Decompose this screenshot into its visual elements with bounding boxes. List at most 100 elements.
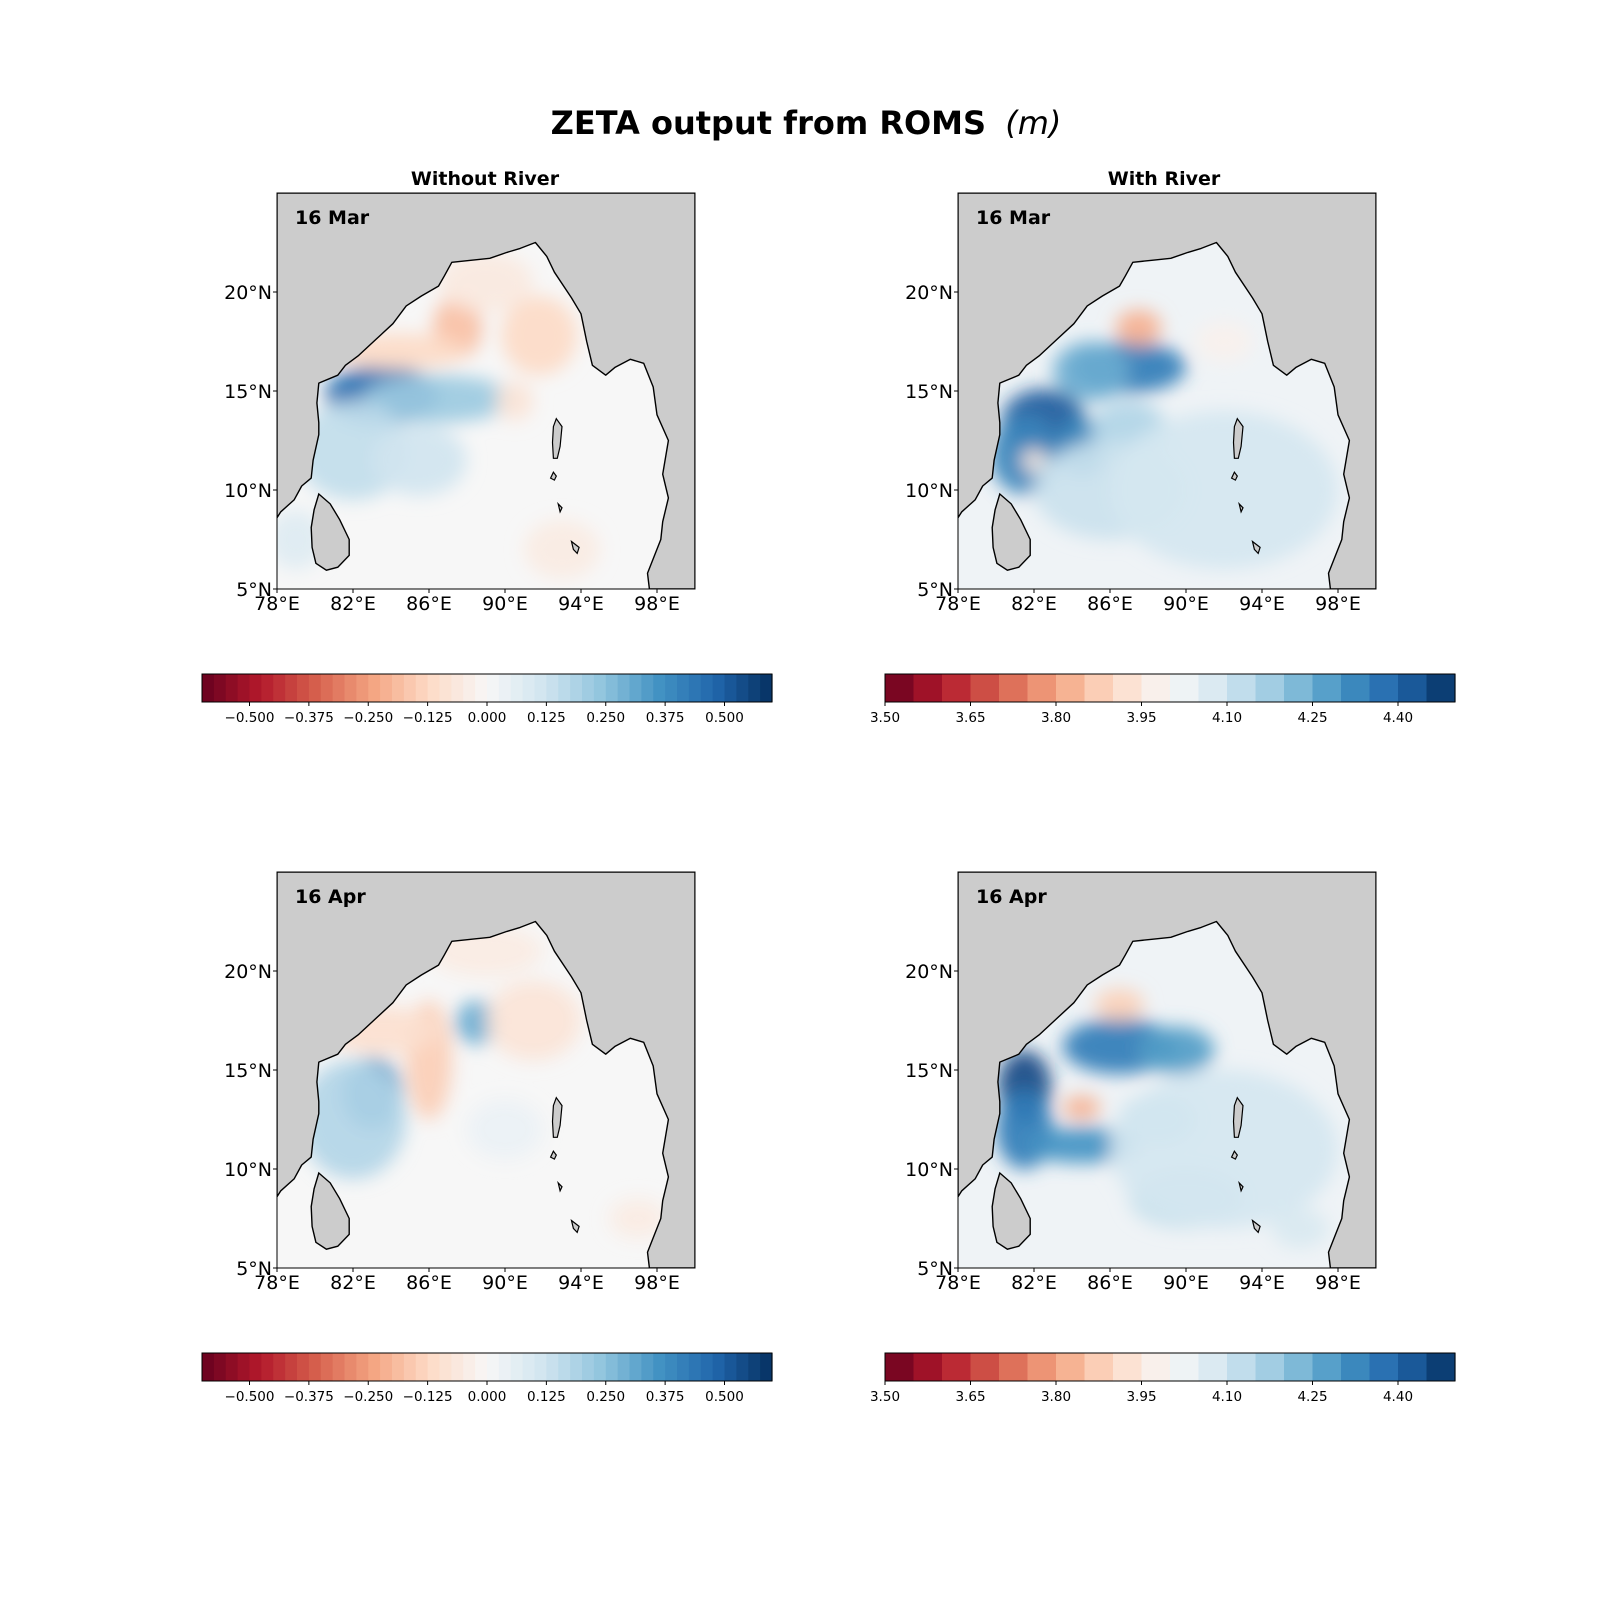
land-island [570,1218,580,1234]
colorbar-tick-label: 3.95 [1126,1389,1156,1405]
field-feature [1110,1070,1338,1229]
land-island [1251,539,1261,555]
colorbar-level [1284,1353,1314,1381]
colorbar-tick-label: 0.000 [468,710,507,726]
colorbar-frame [884,673,1456,703]
colorbar-tick-label: 4.25 [1297,1389,1327,1405]
y-tick-label: 15°N [905,381,953,403]
x-tick-label: 86°E [406,593,452,615]
y-tick-label: 15°N [224,381,272,403]
field-feature [1062,1095,1101,1120]
colorbar-tick-label: −0.375 [284,1389,334,1405]
x-tick-label: 98°E [634,1272,680,1294]
field-feature [1115,309,1162,346]
y-tick-label: 5°N [236,579,272,601]
x-tick-label: 86°E [1087,593,1133,615]
colorbar-level [1141,674,1171,702]
colorbar-level [1198,1353,1228,1381]
colorbar-level [582,674,595,702]
x-tick-label: 78°E [254,593,300,615]
land-island [557,1180,563,1193]
colorbar-level [1227,674,1257,702]
colorbar-level [1255,1353,1285,1381]
colorbar-level [1027,674,1057,702]
colorbar-level [202,674,215,702]
colorbar-level [1398,1353,1428,1381]
colorbar-level [665,674,678,702]
y-tick-label: 5°N [236,1258,272,1280]
colorbar-tick-label: −0.250 [343,710,393,726]
colorbar-level [368,674,381,702]
colorbar-level [1056,674,1086,702]
colorbar-level [748,1353,761,1381]
colorbar-level [1341,674,1371,702]
colorbar-level [308,1353,322,1381]
date-label: 16 Mar [976,207,1051,229]
colorbar-level [392,1353,405,1381]
colorbar-level [1398,674,1428,702]
colorbar-level [427,1353,441,1381]
land-island [1232,1096,1244,1138]
colorbar-level [570,674,583,702]
colorbar-tick-label: 3.50 [870,1389,900,1405]
colorbar-level [999,1353,1029,1381]
colorbar-level [380,1353,393,1381]
colorbar-level [942,1353,972,1381]
colorbar-level [475,1353,488,1381]
colorbar-level [1227,1353,1257,1381]
figure-title: ZETA output from ROMS (m) [551,104,1062,142]
field-feature [372,424,467,496]
column-title-with-river: With River [1108,168,1221,190]
colorbar-tick-label: 3.65 [955,1389,985,1405]
y-tick-label: 20°N [905,961,953,983]
field-feature [486,980,581,1061]
colorbar-level [439,674,452,702]
x-tick-label: 78°E [935,1272,981,1294]
colorbar-level [1312,674,1342,702]
colorbar-level [653,674,666,702]
colorbar-anomaly: −0.500 −0.375 −0.250 −0.125 0.000 0.125 0.250 0… [201,1352,773,1405]
colorbar-level [498,674,512,702]
colorbar-level [1084,674,1114,702]
land-mainland [277,872,695,1268]
colorbar-level [463,1353,476,1381]
land-island [557,501,563,514]
colorbar-level [332,674,346,702]
colorbar-level [913,674,943,702]
field-feature [1053,341,1129,401]
colorbar-level [213,674,227,702]
colorbar-level [498,1353,512,1381]
land-island [549,471,557,481]
colorbar-level [1170,674,1200,702]
colorbar-level [1284,674,1314,702]
colorbar-level [1056,1353,1086,1381]
colorbar-level [261,1353,274,1381]
colorbar-level [1170,1353,1200,1381]
field-feature [1022,448,1046,473]
x-tick-label: 94°E [558,1272,604,1294]
date-label: 16 Apr [295,886,366,908]
colorbar-level [748,674,761,702]
colorbar-level [320,674,334,702]
colorbar-level [700,1353,714,1381]
field-feature [609,1198,667,1239]
colorbar-level [285,674,298,702]
x-tick-label: 78°E [935,593,981,615]
x-tick-label: 94°E [1239,593,1285,615]
colorbar-tick-label: 3.95 [1126,710,1156,726]
colorbar-level [629,1353,642,1381]
colorbar-tick-label: −0.125 [403,1389,453,1405]
colorbar-absolute: 3.50 3.65 3.80 3.95 4.10 4.25 4.40 [870,1352,1456,1405]
colorbar-level [475,674,488,702]
map-panel-apr-norv: 16 Apr 78°E 82°E 86°E 90°E 94°E 98°E 5°N 10°N 15°… [224,871,696,1294]
x-tick-label: 78°E [254,1272,300,1294]
field-feature [524,519,600,580]
y-tick-label: 10°N [905,480,953,502]
colorbar-level [617,674,631,702]
colorbar-level [356,1353,369,1381]
colorbar-level [415,1353,429,1381]
colorbar-tick-label: 3.50 [870,710,900,726]
colorbar-level [510,674,524,702]
field-feature [1195,321,1253,362]
colorbar-level [688,674,702,702]
